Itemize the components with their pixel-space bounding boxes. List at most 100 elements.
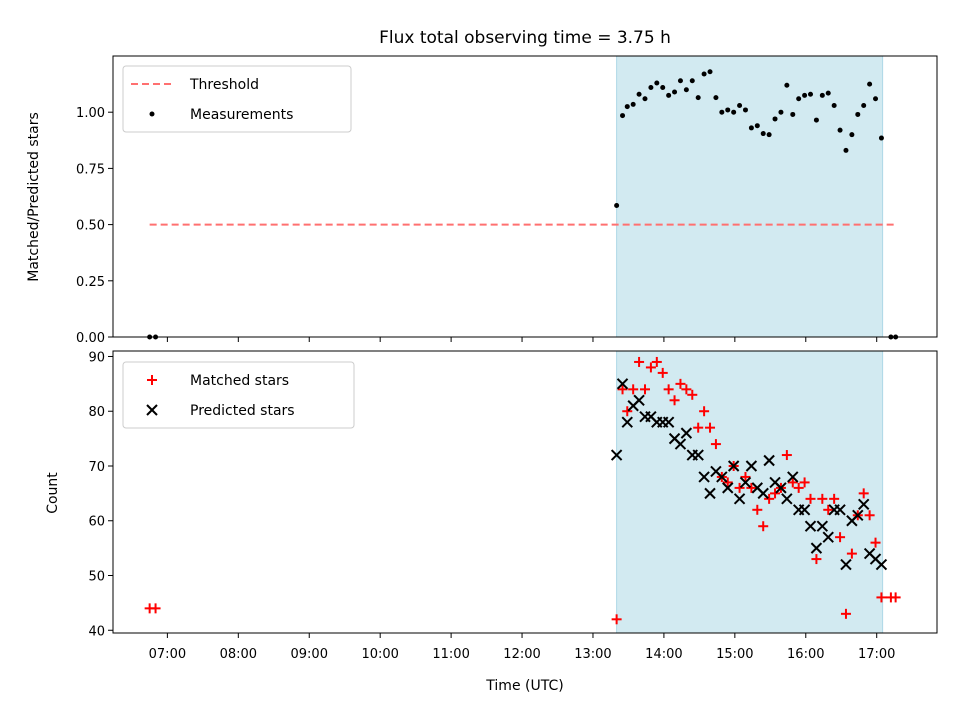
measurement-point	[849, 132, 855, 138]
measurement-point	[742, 107, 748, 113]
matched-star-point	[787, 477, 798, 488]
predicted-star-stroke	[863, 547, 876, 560]
predicted-star-stroke	[662, 416, 675, 428]
matched-star-point	[864, 510, 875, 521]
matched-star-point	[840, 608, 851, 619]
predicted-star-stroke	[763, 454, 775, 467]
matched-star-point	[651, 356, 662, 367]
predicted-star-point	[816, 520, 829, 532]
predicted-star-stroke	[722, 482, 734, 494]
matched-star-point	[645, 362, 656, 373]
predicted-star-stroke	[674, 438, 687, 450]
predicted-star-stroke	[769, 476, 781, 489]
predicted-star-stroke	[739, 476, 752, 489]
bottom-y-tick-label: 40	[88, 624, 105, 639]
predicted-star-point	[834, 504, 846, 516]
predicted-star-stroke	[710, 465, 722, 478]
predicted-star-stroke	[804, 520, 817, 532]
predicted-star-point	[810, 542, 823, 554]
x-tick-label: 17:00	[858, 647, 895, 662]
x-tick-label: 16:00	[787, 647, 824, 662]
top-observing-span	[616, 56, 883, 337]
predicted-star-stroke	[798, 504, 811, 516]
predicted-star-stroke	[857, 498, 870, 511]
predicted-star-stroke	[810, 542, 823, 554]
predicted-star-point	[745, 460, 758, 472]
predicted-star-point	[763, 454, 775, 467]
matched-star-point	[150, 603, 161, 614]
measurement-point	[695, 95, 701, 101]
predicted-star-stroke	[668, 432, 681, 445]
predicted-star-stroke	[834, 504, 846, 516]
matched-star-point	[740, 471, 751, 482]
legend-matched-label: Matched stars	[190, 373, 289, 389]
measurement-point	[624, 104, 630, 110]
top-y-axis-label: Matched/Predicted stars	[26, 112, 42, 282]
matched-star-point	[870, 537, 881, 548]
predicted-star-stroke	[733, 493, 746, 505]
x-tick-label: 13:00	[574, 647, 611, 662]
matched-star-point	[835, 532, 846, 543]
predicted-star-point	[616, 378, 629, 390]
matched-star-point	[657, 367, 668, 378]
predicted-star-point	[704, 487, 716, 500]
x-tick-label: 10:00	[361, 647, 398, 662]
measurement-point	[683, 87, 689, 93]
bottom-y-tick-label: 50	[88, 570, 105, 585]
predicted-star-point	[621, 416, 633, 428]
matched-star-point	[817, 493, 828, 504]
x-tick-label: 14:00	[645, 647, 682, 662]
predicted-star-point	[692, 449, 704, 461]
top-y-tick-label: 1.00	[76, 106, 105, 121]
matched-star-point	[811, 554, 822, 565]
x-tick-label: 12:00	[503, 647, 540, 662]
matched-star-point	[781, 450, 792, 461]
measurement-point	[784, 82, 790, 88]
predicted-star-point	[727, 460, 740, 472]
predicted-star-stroke	[852, 509, 864, 521]
measurement-point	[719, 109, 725, 115]
matched-star-point	[876, 592, 887, 603]
measurement-point	[790, 111, 796, 117]
x-axis-label: Time (UTC)	[485, 678, 563, 694]
measurement-point	[855, 111, 861, 117]
predicted-star-point	[775, 482, 787, 494]
legend-threshold-label: Threshold	[189, 77, 259, 93]
matched-star-point	[611, 614, 622, 625]
predicted-star-stroke	[757, 487, 769, 500]
top-axes-frame	[112, 55, 938, 338]
predicted-star-stroke	[840, 558, 852, 571]
measurement-point	[878, 135, 884, 141]
matched-star-point	[681, 384, 692, 395]
measurement-point	[620, 113, 626, 119]
bottom-y-tick-label: 80	[88, 405, 105, 420]
bottom-legend: Matched stars Predicted stars	[122, 361, 355, 429]
matched-star-point	[846, 548, 857, 559]
predicted-star-point	[857, 498, 870, 511]
predicted-star-stroke	[704, 487, 716, 500]
matched-star-point	[669, 395, 680, 406]
matched-star-point	[699, 406, 710, 417]
x-tick-label: 08:00	[220, 647, 257, 662]
measurement-point	[796, 96, 802, 102]
matched-star-point	[793, 482, 804, 493]
measurement-point	[689, 78, 695, 84]
top-y-tick-label: 0.50	[76, 219, 105, 234]
legend-measurements-label: Measurements	[190, 107, 293, 123]
measurement-point	[707, 69, 713, 75]
matched-star-point	[734, 482, 745, 493]
bottom-y-tick-label: 60	[88, 515, 105, 530]
matched-star-point	[710, 439, 721, 450]
predicted-star-point	[739, 476, 752, 489]
predicted-star-stroke	[816, 520, 829, 532]
bottom-plot-area: 40 50 60 70 80 90 07:00 08:00 09:00 10:00 11:00 12:…	[88, 350, 938, 662]
measurement-point	[748, 125, 754, 131]
predicted-star-point	[787, 471, 799, 483]
predicted-star-point	[840, 558, 852, 571]
measurement-point	[731, 109, 737, 115]
matched-star-point	[617, 384, 628, 395]
top-plot-area: 0.00 0.25 0.50 0.75 1.00	[76, 55, 938, 346]
matched-star-point	[639, 384, 650, 395]
matched-star-point	[675, 378, 686, 389]
